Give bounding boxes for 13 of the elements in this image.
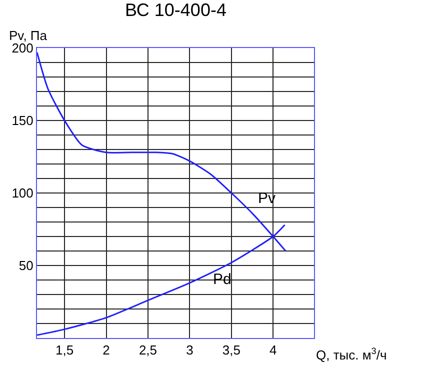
x-tick-label: 4 <box>270 342 277 358</box>
x-tick-label: 3,5 <box>222 342 240 358</box>
x-tick-label: 3 <box>186 342 194 358</box>
y-tick-label: 50 <box>18 258 34 274</box>
x-tick-label: 1,5 <box>55 342 74 358</box>
y-axis-title: Pv, Па <box>9 28 48 43</box>
x-axis-title: Q, тыс. м$^{3}$/ч <box>316 346 387 362</box>
y-tick-label: 200 <box>12 40 34 56</box>
y-tick-label: 150 <box>12 113 34 128</box>
x-tick-label: 2 <box>102 342 110 358</box>
chart-title: ВС 10-400-4 <box>125 0 226 20</box>
x-tick-label: 2,5 <box>138 342 158 358</box>
y-tick-label: 100 <box>12 186 34 201</box>
